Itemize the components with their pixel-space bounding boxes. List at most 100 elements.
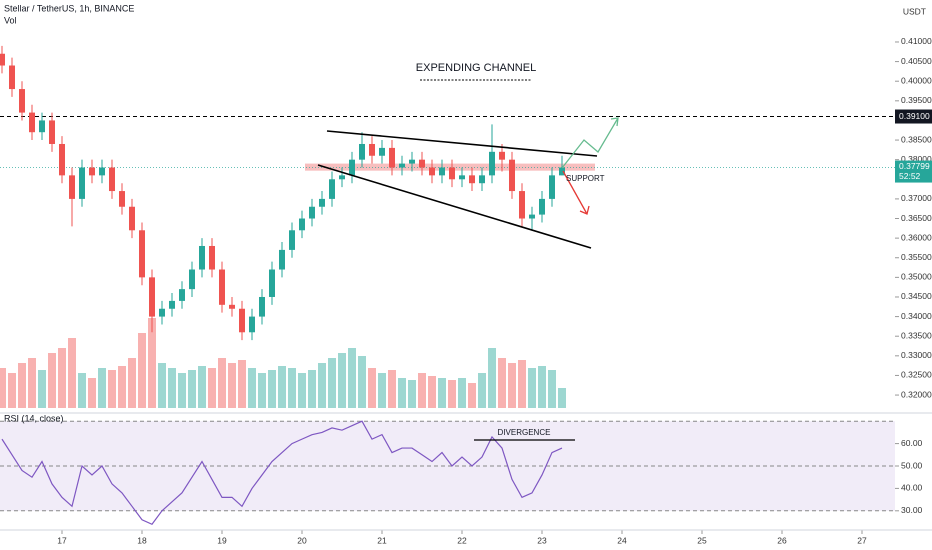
channel-label: EXPENDING CHANNEL	[416, 62, 536, 74]
candle-body	[259, 296, 265, 317]
volume-bar	[348, 348, 356, 408]
candle-body	[49, 120, 55, 144]
bullish-arrowhead	[610, 117, 619, 127]
y-tick-label: 0.36000	[901, 232, 932, 242]
candle-body	[229, 304, 235, 309]
volume-bar	[58, 348, 66, 408]
volume-label: Vol	[4, 15, 17, 25]
divergence-label: DIVERGENCE	[498, 428, 551, 437]
x-tick-label: 19	[217, 535, 227, 545]
volume-bar	[28, 358, 36, 408]
x-tick-label: 20	[297, 535, 307, 545]
volume-bar	[188, 370, 196, 408]
volume-bar	[228, 363, 236, 408]
volume-bar	[558, 388, 566, 408]
rsi-tick-label: 60.00	[901, 438, 923, 448]
volume-bar	[438, 378, 446, 408]
x-tick-label: 25	[697, 535, 707, 545]
candle-body	[399, 163, 405, 168]
volume-bar	[78, 373, 86, 408]
candle-body	[29, 112, 35, 133]
volume-bar	[508, 363, 516, 408]
volume-bar	[328, 358, 336, 408]
candle-body	[309, 206, 315, 219]
volume-bar	[428, 376, 436, 408]
volume-bar	[458, 378, 466, 408]
candle-body	[39, 120, 45, 133]
rsi-label: RSI (14, close)	[4, 413, 64, 423]
volume-bar	[298, 373, 306, 408]
candle-body	[489, 151, 495, 176]
candle-body	[389, 147, 395, 168]
rsi-tick-label: 50.00	[901, 460, 923, 470]
countdown: 52:52	[899, 171, 921, 181]
x-tick-label: 22	[457, 535, 467, 545]
candle-body	[129, 206, 135, 231]
candle-body	[109, 167, 115, 192]
volume-bar	[138, 333, 146, 408]
x-tick-label: 27	[857, 535, 867, 545]
candle-body	[499, 151, 505, 160]
candle-body	[549, 175, 555, 199]
candle-body	[179, 289, 185, 301]
volume-bar	[358, 356, 366, 408]
volume-bar	[448, 380, 456, 408]
x-tick-label: 26	[777, 535, 787, 545]
volume-bar	[368, 368, 376, 408]
candle-body	[419, 159, 425, 168]
candle-body	[149, 277, 155, 317]
volume-bar	[148, 318, 156, 408]
volume-bar	[518, 360, 526, 408]
volume-bar	[388, 370, 396, 408]
candle-body	[329, 179, 335, 199]
y-tick-label: 0.32500	[901, 370, 932, 380]
bullish-arrow	[561, 117, 619, 169]
candle-body	[79, 167, 85, 199]
candle-body	[289, 230, 295, 250]
volume-bar	[498, 358, 506, 408]
channel-upper-line	[326, 130, 598, 157]
candle-body	[69, 175, 75, 199]
candle-body	[459, 175, 465, 180]
volume-bar	[258, 373, 266, 408]
volume-bar	[378, 373, 386, 408]
x-tick-label: 17	[57, 535, 67, 545]
volume-bar	[308, 370, 316, 408]
candle-body	[169, 300, 175, 309]
candle-body	[369, 143, 375, 156]
candle-body	[349, 159, 355, 176]
candle-body	[439, 167, 445, 176]
last-price-tag	[895, 160, 932, 183]
candle-body	[479, 175, 485, 184]
x-tick-label: 21	[377, 535, 387, 545]
volume-bar	[408, 380, 416, 408]
candle-body	[519, 191, 525, 219]
resistance-label: 0.39100	[899, 111, 930, 121]
candle-body	[209, 245, 215, 270]
y-tick-label: 0.34000	[901, 311, 932, 321]
last-price-label: 0.37799	[899, 161, 930, 171]
candle-body	[19, 89, 25, 113]
y-tick-label: 0.39500	[901, 95, 932, 105]
candle-body	[0, 53, 5, 66]
candle-body	[559, 167, 565, 176]
y-tick-label: 0.34500	[901, 291, 932, 301]
x-tick-label: 24	[617, 535, 627, 545]
y-tick-label: 0.38500	[901, 134, 932, 144]
y-tick-label: 0.32000	[901, 389, 932, 399]
candle-body	[509, 159, 515, 192]
volume-bar	[548, 370, 556, 408]
candle-body	[449, 167, 455, 180]
candle-body	[219, 269, 225, 305]
candle-body	[189, 269, 195, 290]
volume-bar	[48, 353, 56, 408]
candle-body	[529, 214, 535, 219]
volume-bar	[108, 370, 116, 408]
candle-body	[239, 308, 245, 333]
volume-bar	[88, 378, 96, 408]
volume-bar	[318, 363, 326, 408]
candle-body	[89, 167, 95, 176]
candle-body	[379, 147, 385, 156]
volume-bar	[208, 368, 216, 408]
